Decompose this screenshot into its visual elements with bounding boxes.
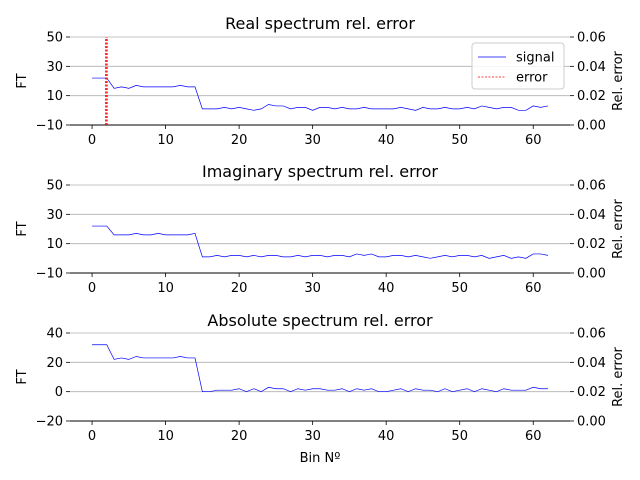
legend-box bbox=[471, 42, 565, 90]
subplot-title: Absolute spectrum rel. error bbox=[207, 311, 433, 330]
x-tick-label: 60 bbox=[525, 281, 542, 296]
y-right-tick-label: 0.00 bbox=[577, 415, 606, 430]
y-right-tick-label: 0.02 bbox=[577, 385, 606, 400]
x-tick-label: 30 bbox=[304, 281, 321, 296]
y-tick-label: 10 bbox=[46, 237, 63, 252]
y-tick-label: 50 bbox=[46, 179, 63, 194]
y-axis-label: FT bbox=[15, 73, 30, 88]
y-right-tick-label: 0.06 bbox=[577, 327, 606, 342]
y-right-tick-label: 0.04 bbox=[577, 356, 606, 371]
y-tick-label: −10 bbox=[36, 267, 63, 282]
y-right-tick-label: 0.06 bbox=[577, 31, 606, 46]
y-right-tick-label: 0.00 bbox=[577, 119, 606, 134]
subplot-title: Real spectrum rel. error bbox=[225, 14, 415, 33]
y-right-tick-label: 0.06 bbox=[577, 179, 606, 194]
legend: signal error bbox=[471, 42, 565, 90]
x-tick-label: 20 bbox=[231, 429, 248, 444]
y-right-axis-label: Rel. error bbox=[611, 198, 626, 258]
signal-series-line bbox=[92, 77, 549, 111]
subplot-2: Imaginary spectrum rel. error 0 10 20 30 40 50… bbox=[15, 162, 626, 296]
subplot-3: Absolute spectrum rel. error 0 10 20 30 40 50 6… bbox=[15, 311, 626, 444]
subplot-1: Real spectrum rel. error 0 10 20 30 40 50 60 −10… bbox=[15, 14, 626, 148]
y-tick-label: 10 bbox=[46, 89, 63, 104]
x-tick-label: 50 bbox=[451, 281, 468, 296]
y-tick-label: 20 bbox=[46, 356, 63, 371]
y-right-tick-label: 0.02 bbox=[577, 89, 606, 104]
x-tick-label: 0 bbox=[88, 429, 96, 444]
signal-series-line bbox=[92, 225, 549, 259]
y-right-tick-label: 0.02 bbox=[577, 237, 606, 252]
y-tick-label: 0 bbox=[55, 385, 63, 400]
x-tick-label: 10 bbox=[157, 133, 174, 148]
y-axis-label: FT bbox=[15, 221, 30, 236]
x-tick-label: 20 bbox=[231, 133, 248, 148]
x-tick-label: 40 bbox=[378, 281, 395, 296]
legend-label-error: error bbox=[516, 71, 548, 86]
x-tick-label: 60 bbox=[525, 429, 542, 444]
x-tick-label: 10 bbox=[157, 281, 174, 296]
y-tick-label: 30 bbox=[46, 60, 63, 75]
x-tick-label: 50 bbox=[451, 133, 468, 148]
x-axis-label: Bin Nº bbox=[300, 451, 341, 466]
x-tick-label: 50 bbox=[451, 429, 468, 444]
x-tick-label: 0 bbox=[88, 133, 96, 148]
signal-series-line bbox=[92, 344, 548, 393]
x-tick-label: 0 bbox=[88, 281, 96, 296]
y-right-tick-label: 0.04 bbox=[577, 60, 606, 75]
y-tick-label: 30 bbox=[46, 208, 63, 223]
x-tick-label: 30 bbox=[304, 429, 321, 444]
y-right-tick-label: 0.00 bbox=[577, 267, 606, 282]
y-tick-label: 40 bbox=[46, 327, 63, 342]
x-tick-label: 10 bbox=[157, 429, 174, 444]
x-tick-label: 20 bbox=[231, 281, 248, 296]
x-tick-label: 40 bbox=[378, 133, 395, 148]
y-tick-label: −20 bbox=[36, 415, 63, 430]
legend-label-signal: signal bbox=[516, 51, 554, 66]
y-tick-label: 50 bbox=[46, 31, 63, 46]
y-right-tick-label: 0.04 bbox=[577, 208, 606, 223]
x-tick-label: 30 bbox=[304, 133, 321, 148]
subplot-title: Imaginary spectrum rel. error bbox=[202, 162, 438, 181]
x-tick-label: 40 bbox=[378, 429, 395, 444]
y-axis-label: FT bbox=[15, 369, 30, 384]
x-tick-label: 60 bbox=[525, 133, 542, 148]
y-right-axis-label: Rel. error bbox=[611, 50, 626, 110]
y-tick-label: −10 bbox=[36, 119, 63, 134]
y-right-axis-label: Rel. error bbox=[611, 346, 626, 406]
